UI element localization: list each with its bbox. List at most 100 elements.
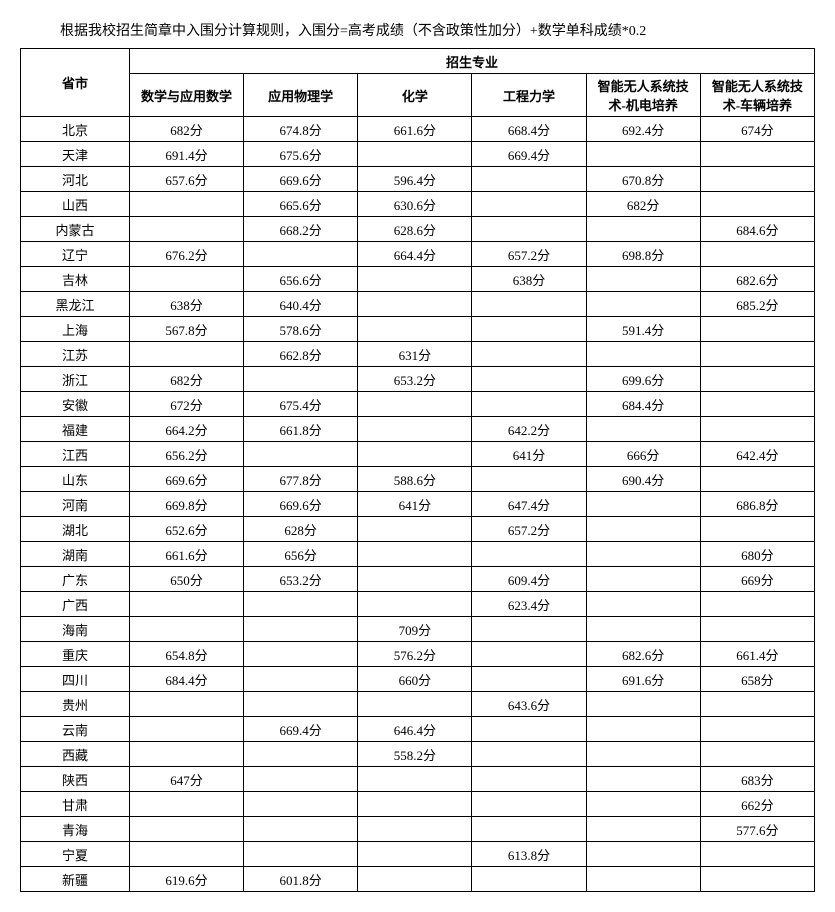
score-cell: [700, 167, 814, 192]
table-row: 安徽672分675.4分684.4分: [21, 392, 815, 417]
score-cell: 669.6分: [129, 467, 243, 492]
column-header: 数学与应用数学: [129, 74, 243, 117]
table-row: 甘肃 662分: [21, 792, 815, 817]
score-cell: [472, 792, 586, 817]
score-cell: [358, 317, 472, 342]
score-cell: [244, 592, 358, 617]
admission-scores-table: 省市 招生专业 数学与应用数学 应用物理学 化学 工程力学 智能无人系统技术-机…: [20, 48, 815, 892]
table-row: 青海577.6分: [21, 817, 815, 842]
score-cell: 638分: [472, 267, 586, 292]
score-cell: 669.8分: [129, 492, 243, 517]
province-cell: 广东: [21, 567, 130, 592]
score-cell: 576.2分: [358, 642, 472, 667]
score-cell: 691.4分: [129, 142, 243, 167]
score-cell: 691.6分: [586, 667, 700, 692]
province-cell: 江西: [21, 442, 130, 467]
table-row: 宁夏613.8分: [21, 842, 815, 867]
score-cell: 578.6分: [244, 317, 358, 342]
score-cell: [129, 267, 243, 292]
score-cell: [358, 542, 472, 567]
score-cell: 646.4分: [358, 717, 472, 742]
score-cell: [358, 392, 472, 417]
score-cell: 653.2分: [244, 567, 358, 592]
province-cell: 吉林: [21, 267, 130, 292]
score-cell: [244, 742, 358, 767]
score-cell: 665.6分: [244, 192, 358, 217]
score-cell: [700, 467, 814, 492]
table-row: 山西665.6分630.6分682分: [21, 192, 815, 217]
score-cell: 613.8分: [472, 842, 586, 867]
column-headers-row: 数学与应用数学 应用物理学 化学 工程力学 智能无人系统技术-机电培养 智能无人…: [21, 74, 815, 117]
score-cell: 664.4分: [358, 242, 472, 267]
score-cell: [700, 242, 814, 267]
score-cell: 675.4分: [244, 392, 358, 417]
score-cell: 668.2分: [244, 217, 358, 242]
score-cell: 690.4分: [586, 467, 700, 492]
score-cell: [244, 792, 358, 817]
score-cell: 643.6分: [472, 692, 586, 717]
score-cell: 668.4分: [472, 117, 586, 142]
score-cell: [244, 642, 358, 667]
score-cell: [472, 292, 586, 317]
score-cell: 657.2分: [472, 517, 586, 542]
score-cell: [472, 642, 586, 667]
province-cell: 江苏: [21, 342, 130, 367]
score-cell: 647.4分: [472, 492, 586, 517]
score-cell: 653.2分: [358, 367, 472, 392]
score-cell: [358, 417, 472, 442]
score-cell: [472, 392, 586, 417]
score-cell: [244, 692, 358, 717]
province-cell: 四川: [21, 667, 130, 692]
table-row: 四川684.4分660分691.6分658分: [21, 667, 815, 692]
column-header: 智能无人系统技术-机电培养: [586, 74, 700, 117]
score-cell: [700, 142, 814, 167]
score-cell: [586, 567, 700, 592]
score-cell: 709分: [358, 617, 472, 642]
province-cell: 北京: [21, 117, 130, 142]
score-cell: [472, 617, 586, 642]
score-cell: [244, 817, 358, 842]
province-cell: 天津: [21, 142, 130, 167]
column-header: 化学: [358, 74, 472, 117]
score-cell: [700, 692, 814, 717]
score-cell: [586, 692, 700, 717]
score-cell: [472, 867, 586, 892]
province-cell: 安徽: [21, 392, 130, 417]
score-cell: [586, 342, 700, 367]
score-cell: [700, 842, 814, 867]
score-cell: [700, 367, 814, 392]
score-cell: 638分: [129, 292, 243, 317]
score-cell: [586, 817, 700, 842]
score-cell: [472, 667, 586, 692]
province-cell: 甘肃: [21, 792, 130, 817]
score-cell: [586, 517, 700, 542]
score-cell: 654.8分: [129, 642, 243, 667]
score-cell: 662分: [700, 792, 814, 817]
score-cell: [244, 617, 358, 642]
table-row: 浙江682分653.2分699.6分: [21, 367, 815, 392]
score-cell: 684.4分: [129, 667, 243, 692]
province-cell: 广西: [21, 592, 130, 617]
table-row: 湖北652.6分628分657.2分: [21, 517, 815, 542]
score-cell: 682分: [129, 367, 243, 392]
score-cell: [586, 542, 700, 567]
score-cell: 669.4分: [472, 142, 586, 167]
score-cell: 661.6分: [129, 542, 243, 567]
province-cell: 黑龙江: [21, 292, 130, 317]
table-row: 贵州643.6分: [21, 692, 815, 717]
score-cell: [358, 142, 472, 167]
province-cell: 云南: [21, 717, 130, 742]
score-cell: [358, 442, 472, 467]
score-cell: [472, 317, 586, 342]
score-cell: 588.6分: [358, 467, 472, 492]
score-cell: 591.4分: [586, 317, 700, 342]
province-cell: 浙江: [21, 367, 130, 392]
score-cell: 623.4分: [472, 592, 586, 617]
score-cell: 692.4分: [586, 117, 700, 142]
score-cell: [129, 817, 243, 842]
score-cell: 675.6分: [244, 142, 358, 167]
score-cell: 677.8分: [244, 467, 358, 492]
score-cell: 657.6分: [129, 167, 243, 192]
province-cell: 辽宁: [21, 242, 130, 267]
score-cell: 577.6分: [700, 817, 814, 842]
